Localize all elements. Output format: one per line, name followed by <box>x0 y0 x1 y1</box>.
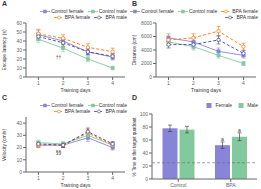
html-text:Control female: Control female <box>51 8 84 14</box>
svg-text:60: 60 <box>16 20 22 26</box>
svg-text:4: 4 <box>111 80 114 86</box>
svg-text:20: 20 <box>142 163 148 169</box>
svg-text:2: 2 <box>62 175 65 181</box>
html-text:Control female: Control female <box>51 102 84 108</box>
svg-text:1: 1 <box>37 80 40 86</box>
svg-text:40: 40 <box>16 120 22 126</box>
svg-text:1: 1 <box>167 80 170 86</box>
svg-text:10: 10 <box>16 157 22 163</box>
html-text:Escape latency (s): Escape latency (s) <box>0 29 7 71</box>
svg-text:BPA: BPA <box>226 182 236 188</box>
html-text:BPA male: BPA male <box>105 108 127 114</box>
svg-text:80: 80 <box>142 124 148 130</box>
html-text:% Time in the target quadrant: % Time in the target quadrant <box>131 117 137 176</box>
svg-text:0: 0 <box>19 74 22 80</box>
html-text:Male: Male <box>247 102 258 108</box>
html-text:BPA male: BPA male <box>105 14 127 20</box>
svg-text:100: 100 <box>140 111 149 117</box>
html-text:Control male: Control male <box>98 102 127 108</box>
html-text:Training days: Training days <box>60 182 91 188</box>
html-text:BPA female: BPA female <box>232 8 258 14</box>
html-text:B: B <box>132 0 138 7</box>
svg-text:1: 1 <box>37 175 40 181</box>
svg-text:10: 10 <box>16 65 22 71</box>
html-text:BPA female: BPA female <box>64 14 91 20</box>
svg-text:4000: 4000 <box>141 47 152 53</box>
html-text:Training days: Training days <box>191 87 221 93</box>
html-text:BPA female: BPA female <box>64 108 91 114</box>
svg-text:3: 3 <box>217 80 220 86</box>
svg-text:0: 0 <box>149 74 152 80</box>
svg-text:20: 20 <box>16 144 22 150</box>
svg-text:6000: 6000 <box>141 33 152 39</box>
svg-text:a: a <box>221 136 224 142</box>
html-text:BPA male: BPA male <box>236 14 258 20</box>
svg-text:0: 0 <box>145 176 148 182</box>
svg-text:a: a <box>238 127 241 133</box>
svg-text:20: 20 <box>16 56 22 62</box>
html-text:C: C <box>2 94 8 101</box>
html-text:Female: Female <box>215 102 233 108</box>
svg-text:4: 4 <box>242 80 245 86</box>
svg-text:30: 30 <box>16 132 22 138</box>
svg-text:Control: Control <box>170 182 186 188</box>
svg-text:2: 2 <box>62 80 65 86</box>
svg-text:60: 60 <box>142 137 148 143</box>
html-text:Training days: Training days <box>60 87 91 93</box>
html-text:Control female: Control female <box>141 8 174 14</box>
svg-text:50: 50 <box>16 29 22 35</box>
svg-text:4: 4 <box>111 175 114 181</box>
svg-text:40: 40 <box>16 38 22 44</box>
html-text:Distance (cm): Distance (cm) <box>130 34 137 66</box>
html-text:D: D <box>132 94 138 101</box>
svg-text:8000: 8000 <box>141 20 152 26</box>
html-text:Velocity (cm/s): Velocity (cm/s) <box>0 128 7 161</box>
html-text:Control male: Control male <box>98 8 127 14</box>
svg-text:30: 30 <box>16 47 22 53</box>
html-text:Control male: Control male <box>188 8 218 14</box>
html-text:A: A <box>2 0 8 7</box>
svg-text:3: 3 <box>86 80 89 86</box>
svg-text:3: 3 <box>86 175 89 181</box>
svg-text:40: 40 <box>142 150 148 156</box>
svg-text:2: 2 <box>192 80 195 86</box>
svg-text:0: 0 <box>19 169 22 175</box>
svg-text:2000: 2000 <box>141 60 152 66</box>
